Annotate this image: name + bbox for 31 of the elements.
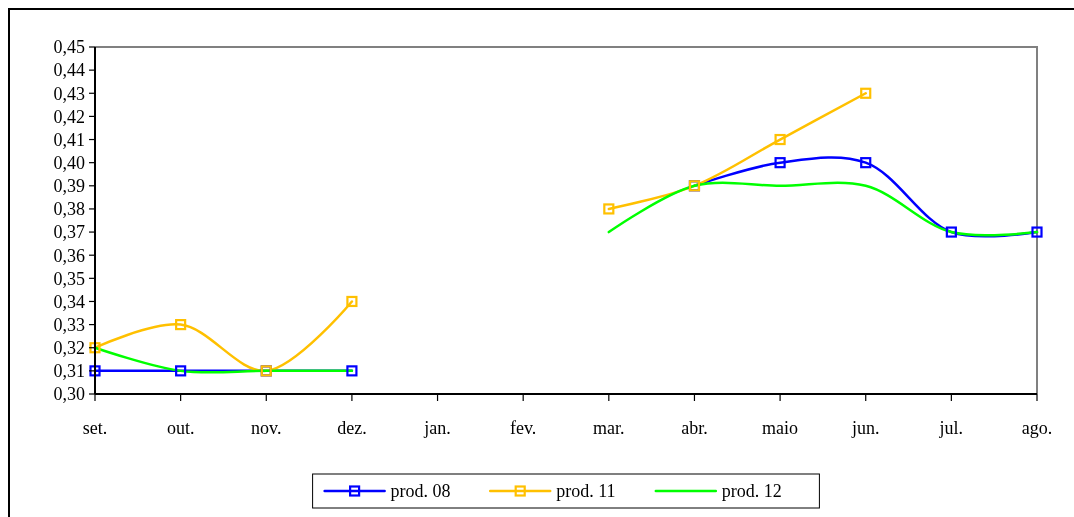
y-tick-label: 0,42 <box>53 106 85 127</box>
y-tick-label: 0,38 <box>53 199 85 220</box>
y-tick-label: 0,41 <box>53 129 85 150</box>
x-tick-label: fev. <box>510 418 537 438</box>
y-tick-label: 0,45 <box>53 37 85 58</box>
y-tick-label: 0,33 <box>53 314 85 335</box>
x-tick-label: out. <box>166 418 195 438</box>
x-tick-label: ago. <box>1021 418 1053 438</box>
y-tick-label: 0,32 <box>53 338 85 359</box>
y-tick-label: 0,36 <box>53 245 85 266</box>
y-tick-label: 0,39 <box>53 176 85 197</box>
x-tick-label: jan. <box>423 418 451 438</box>
y-tick-label: 0,44 <box>53 60 85 81</box>
legend-label: prod. 08 <box>390 481 451 501</box>
x-tick-label: nov. <box>251 418 282 438</box>
y-tick-label: 0,43 <box>53 83 85 104</box>
x-tick-label: maio <box>762 418 799 438</box>
y-tick-label: 0,37 <box>53 222 85 243</box>
legend-label: prod. 12 <box>721 481 782 501</box>
x-tick-label: dez. <box>337 418 367 438</box>
x-tick-label: abr. <box>681 418 708 438</box>
x-tick-label: mar. <box>593 418 625 438</box>
legend-label: prod. 11 <box>556 481 616 501</box>
y-tick-label: 0,31 <box>53 361 85 382</box>
x-tick-label: jul. <box>938 418 964 438</box>
y-tick-label: 0,40 <box>53 152 85 173</box>
y-tick-label: 0,30 <box>53 384 85 405</box>
y-tick-label: 0,34 <box>53 291 85 312</box>
x-tick-label: jun. <box>850 418 880 438</box>
y-tick-label: 0,35 <box>53 268 85 289</box>
x-tick-label: set. <box>82 418 108 438</box>
